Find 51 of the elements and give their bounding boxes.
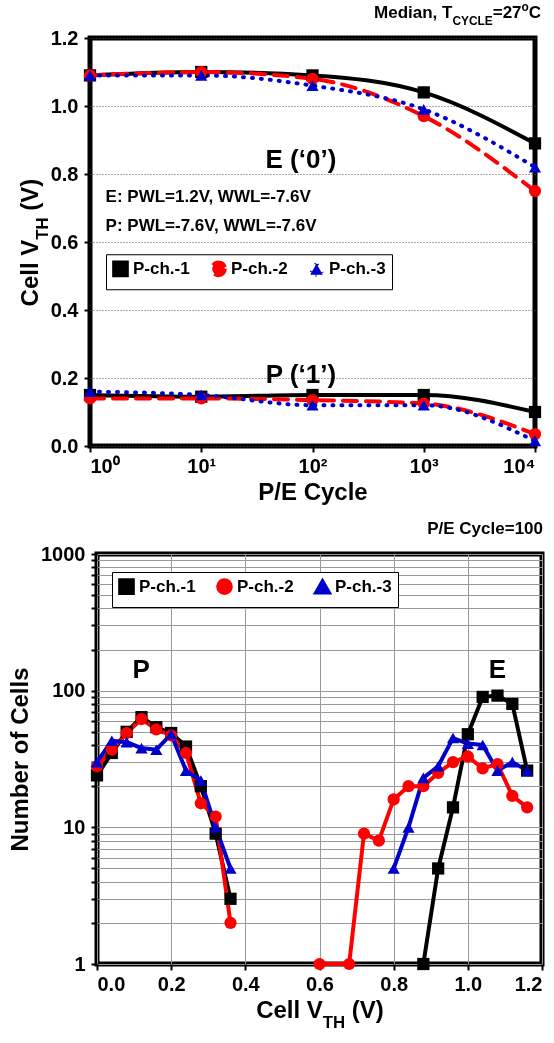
chart-title: P/E Cycle=100 xyxy=(427,519,543,538)
x-tick-label: 10⁴ xyxy=(503,454,536,477)
legend-label: P-ch.-3 xyxy=(335,577,392,597)
annotation: P (‘1’) xyxy=(265,359,337,390)
y-tick-label: 0.2 xyxy=(50,366,79,389)
point xyxy=(417,86,430,99)
y-tick-label: 1.2 xyxy=(50,26,79,49)
y-tick-label: 100 xyxy=(52,679,86,702)
point xyxy=(528,161,542,173)
x-tick-label: 0.4 xyxy=(231,972,261,995)
legend-label: P-ch.-3 xyxy=(329,259,386,279)
annotation: P: PWL=-7.6V, WWL=-7.6V xyxy=(105,215,318,235)
point xyxy=(528,405,542,419)
point xyxy=(195,70,208,81)
y-tick-label: 1000 xyxy=(41,542,86,565)
point xyxy=(528,184,542,198)
y-tick-label: 0.4 xyxy=(50,298,80,321)
x-tick-label: 0.8 xyxy=(380,972,409,995)
point xyxy=(528,435,542,447)
x-tick-label: 10² xyxy=(298,454,328,477)
y-axis-title: Number of Cells xyxy=(6,667,34,852)
legend-label: P-ch.-2 xyxy=(231,258,288,278)
legend-label: P-ch.-1 xyxy=(139,576,196,596)
x-tick-label: 1.0 xyxy=(454,972,483,995)
x-tick-label: 10⁰ xyxy=(90,454,120,477)
x-tick-label: 10¹ xyxy=(187,454,217,477)
x-tick-label: 0.6 xyxy=(306,972,334,995)
x-tick-label: 0.0 xyxy=(97,972,126,995)
y-tick-label: 0.0 xyxy=(50,434,79,457)
y-tick-label: 0.6 xyxy=(50,230,79,253)
point xyxy=(306,80,319,91)
x-axis-title: P/E Cycle xyxy=(258,477,368,505)
x-tick-label: 1.2 xyxy=(514,972,543,995)
annotation: E xyxy=(488,654,507,685)
legend-label: P-ch.-2 xyxy=(237,576,294,596)
y-tick-label: 1 xyxy=(74,952,86,975)
point xyxy=(306,399,319,411)
x-tick-label: 0.2 xyxy=(157,972,186,995)
point xyxy=(83,386,97,397)
y-tick-label: 1.0 xyxy=(50,94,79,117)
annotation: E: PWL=1.2V, WWL=-7.6V xyxy=(105,187,312,207)
x-axis-title: Cell V$_{TH}$ (V) xyxy=(256,995,384,1031)
point xyxy=(528,137,542,150)
chart-title: Median, T$_{CYCLE}$=27$^{o}$C xyxy=(374,0,542,28)
y-tick-label: 10 xyxy=(63,815,86,838)
legend-label: P-ch.-1 xyxy=(133,258,190,278)
annotation: P xyxy=(132,654,150,685)
x-tick-label: 10³ xyxy=(409,454,440,477)
point xyxy=(417,104,430,115)
annotation: E (‘0’) xyxy=(265,144,337,175)
y-tick-label: 0.8 xyxy=(50,162,79,185)
